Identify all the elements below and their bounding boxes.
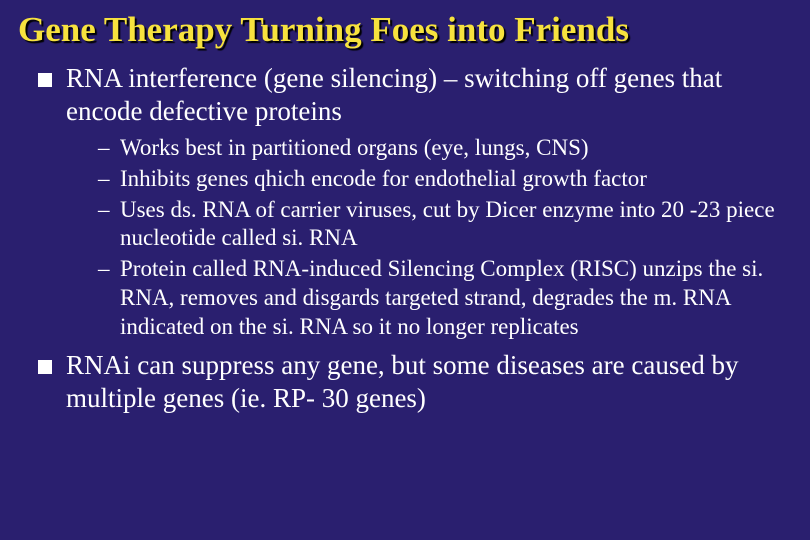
square-bullet-icon [38,360,52,374]
sub-bullet-3-text: Uses ds. RNA of carrier viruses, cut by … [120,196,792,254]
sub-bullet: – Works best in partitioned organs (eye,… [98,134,792,163]
square-bullet-icon [38,73,52,87]
dash-icon: – [98,134,110,163]
bullet-level1: RNAi can suppress any gene, but some dis… [38,349,792,415]
bullet-level1: RNA interference (gene silencing) – swit… [38,62,792,128]
sub-bullet-4-text: Protein called RNA-induced Silencing Com… [120,255,792,341]
sub-bullet-group: – Works best in partitioned organs (eye,… [98,134,792,341]
sub-bullet-2-text: Inhibits genes qhich encode for endothel… [120,165,647,194]
sub-bullet: – Uses ds. RNA of carrier viruses, cut b… [98,196,792,254]
dash-icon: – [98,196,110,225]
dash-icon: – [98,255,110,284]
dash-icon: – [98,165,110,194]
sub-bullet: – Inhibits genes qhich encode for endoth… [98,165,792,194]
bullet-2-text: RNAi can suppress any gene, but some dis… [66,349,792,415]
bullet-1-text: RNA interference (gene silencing) – swit… [66,62,792,128]
sub-bullet-1-text: Works best in partitioned organs (eye, l… [120,134,589,163]
slide-title: Gene Therapy Turning Foes into Friends [18,10,792,50]
sub-bullet: – Protein called RNA-induced Silencing C… [98,255,792,341]
